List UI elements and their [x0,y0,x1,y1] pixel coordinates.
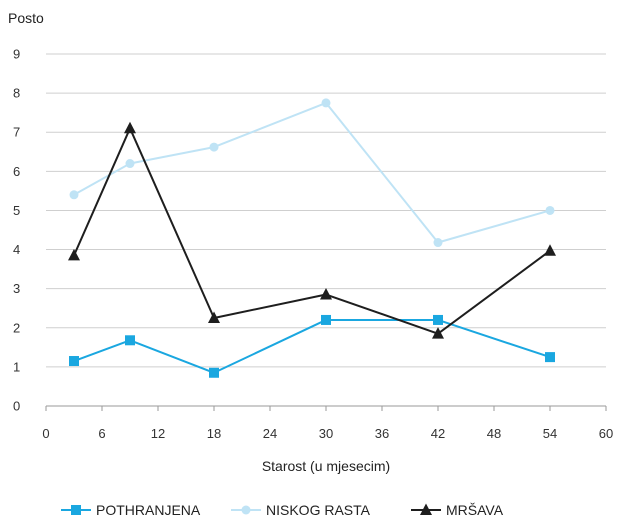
data-point [432,327,444,339]
grid-lines [46,53,606,407]
y-tick-label: 3 [13,281,20,296]
x-axis-ticks: 0 6 12 18 24 30 36 42 48 54 60 [42,406,613,441]
series-niskog-rasta [69,98,555,248]
legend: POTHRANJENA NISKOG RASTA MRŠAVA [61,502,504,517]
data-point [209,142,219,152]
x-tick-label: 6 [98,426,105,441]
data-point [68,248,80,261]
data-point [124,121,136,134]
data-point [433,238,443,248]
legend-marker [71,505,81,515]
x-tick-label: 24 [263,426,277,441]
legend-marker [241,505,251,515]
x-tick-label: 48 [487,426,501,441]
data-point [209,367,219,378]
legend-item: NISKOG RASTA [231,502,371,517]
data-point [69,190,79,200]
y-tick-label: 7 [13,125,20,140]
y-tick-label: 9 [13,47,20,62]
data-point [69,356,79,367]
data-point [545,352,555,363]
y-tick-label: 0 [13,399,20,414]
y-tick-label: 6 [13,164,20,179]
legend-item: POTHRANJENA [61,502,201,517]
x-tick-label: 54 [543,426,557,441]
data-point [320,288,332,300]
x-tick-label: 12 [151,426,165,441]
data-point [125,335,135,346]
data-point [544,244,556,256]
x-tick-label: 42 [431,426,445,441]
series-pothranjena [69,314,555,378]
series-line [73,127,551,335]
x-tick-label: 60 [599,426,613,441]
legend-item: MRŠAVA [411,502,504,517]
data-point [321,314,331,325]
data-point [208,311,220,323]
y-tick-label: 5 [13,203,20,218]
y-tick-label: 1 [13,359,20,374]
x-tick-label: 0 [42,426,49,441]
x-tick-label: 30 [319,426,333,441]
y-axis-title: Posto [8,10,44,26]
y-tick-label: 4 [13,242,20,257]
legend-label: MRŠAVA [446,502,504,517]
series-line [73,318,551,374]
series-mr-ava [68,121,556,339]
legend-marker [420,503,432,515]
legend-label: NISKOG RASTA [266,502,371,517]
data-point [125,159,135,169]
x-tick-label: 18 [207,426,221,441]
y-axis-ticks: 0 1 2 3 4 5 6 7 8 9 [13,47,20,414]
series-group [68,98,556,378]
data-point [545,205,555,215]
legend-label: POTHRANJENA [96,502,201,517]
data-point [321,98,331,108]
x-axis-title: Starost (u mjesecim) [262,458,390,474]
series-line [73,101,551,244]
y-tick-label: 2 [13,320,20,335]
data-point [433,314,443,325]
x-tick-label: 36 [375,426,389,441]
y-tick-label: 8 [13,86,20,101]
